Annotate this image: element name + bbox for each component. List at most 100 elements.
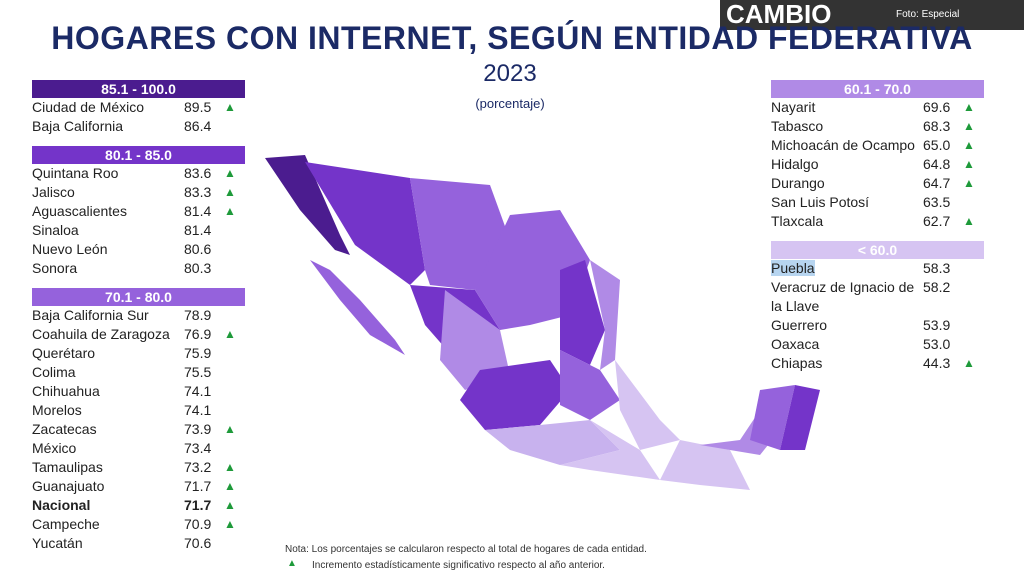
row: Querétaro 75.9: [32, 344, 245, 363]
state-name: Tlaxcala: [771, 212, 923, 231]
state-value: 73.9: [184, 421, 212, 437]
state-value: 81.4: [184, 203, 212, 219]
row: Michoacán de Ocampo 65.0 ▲: [771, 136, 984, 155]
state-label: Morelos: [32, 402, 82, 418]
state-value: 80.3: [184, 260, 212, 276]
state-label: Nuevo León: [32, 241, 108, 257]
row: Veracruz de Ignacio de la Llave 58.2: [771, 278, 984, 316]
state-name: San Luis Potosí: [771, 193, 923, 212]
state-value: 64.8: [923, 156, 951, 172]
state-label: Hidalgo: [771, 156, 819, 172]
significance-marker: ▲: [963, 100, 975, 114]
map-region: [590, 260, 620, 370]
state-label: Zacatecas: [32, 421, 97, 437]
group: 60.1 - 70.0 Nayarit 69.6 ▲ Tabasco 68.3 ▲ Micho…: [771, 80, 984, 231]
legend-text: Incremento estadísticamente significativ…: [312, 560, 605, 571]
significance-marker: ▲: [224, 100, 236, 114]
state-value: 62.7: [923, 213, 951, 229]
state-label: Quintana Roo: [32, 165, 119, 181]
state-label: Chiapas: [771, 355, 823, 371]
row: Campeche 70.9 ▲: [32, 515, 245, 534]
significance-marker: ▲: [963, 138, 975, 152]
map-region: [460, 360, 570, 430]
year: 2023: [483, 60, 537, 87]
group: < 60.0 Puebla 58.3 Veracruz de Ignacio de l…: [771, 241, 984, 373]
group-header: 70.1 - 80.0: [32, 288, 245, 306]
state-label: Tabasco: [771, 118, 824, 134]
row: Guanajuato 71.7 ▲: [32, 477, 245, 496]
state-name: Querétaro: [32, 344, 184, 363]
watermark-bar: CAMBIO Foto: Especial: [720, 0, 1024, 30]
state-label: Veracruz de Ignacio de la Llave: [771, 279, 915, 314]
state-value: 86.4: [184, 118, 212, 134]
row: Nayarit 69.6 ▲: [771, 98, 984, 117]
state-name: Chihuahua: [32, 382, 184, 401]
row: Ciudad de México 89.5 ▲: [32, 98, 245, 117]
state-name: Sonora: [32, 259, 184, 278]
state-label: San Luis Potosí: [771, 194, 870, 210]
significance-marker: ▲: [224, 422, 236, 436]
state-name: México: [32, 439, 184, 458]
row: Coahuila de Zaragoza 76.9 ▲: [32, 325, 245, 344]
significance-marker: ▲: [963, 214, 975, 228]
row: Tlaxcala 62.7 ▲: [771, 212, 984, 231]
state-label: Aguascalientes: [32, 203, 127, 219]
state-value: 80.6: [184, 241, 212, 257]
credit: Foto: Especial: [896, 9, 960, 20]
state-label: Tlaxcala: [771, 213, 824, 229]
state-value: 81.4: [184, 222, 212, 238]
state-name: Michoacán de Ocampo: [771, 136, 923, 155]
state-name: Nayarit: [771, 98, 923, 117]
state-label: Coahuila de Zaragoza: [32, 326, 170, 342]
subtitle: (porcentaje): [475, 96, 545, 111]
row: Sinaloa 81.4: [32, 221, 245, 240]
state-name: Hidalgo: [771, 155, 923, 174]
state-label: Sonora: [32, 260, 78, 276]
state-value: 83.3: [184, 184, 212, 200]
state-label: Sinaloa: [32, 222, 79, 238]
state-value: 71.7: [184, 478, 212, 494]
state-label: Baja California Sur: [32, 307, 149, 323]
state-label: Campeche: [32, 516, 100, 532]
row: Zacatecas 73.9 ▲: [32, 420, 245, 439]
state-value: 78.9: [184, 307, 212, 323]
row: San Luis Potosí 63.5: [771, 193, 984, 212]
group: 85.1 - 100.0 Ciudad de México 89.5 ▲ Baja Ca…: [32, 80, 245, 136]
state-name: Nuevo León: [32, 240, 184, 259]
state-name: Colima: [32, 363, 184, 382]
state-label: Nacional: [32, 497, 91, 513]
significance-marker: ▲: [963, 176, 975, 190]
row: Oaxaca 53.0: [771, 335, 984, 354]
map-region: [485, 420, 620, 465]
significance-marker: ▲: [224, 517, 236, 531]
row: Colima 75.5: [32, 363, 245, 382]
state-label: Nayarit: [771, 99, 816, 115]
state-name: Ciudad de México: [32, 98, 184, 117]
state-value: 70.6: [184, 535, 212, 551]
significance-marker: ▲: [963, 157, 975, 171]
map-region: [615, 360, 680, 450]
state-value: 74.1: [184, 383, 212, 399]
state-name: Oaxaca: [771, 335, 923, 354]
state-value: 71.7: [184, 497, 212, 513]
map-region: [440, 290, 510, 390]
group-header: 85.1 - 100.0: [32, 80, 245, 98]
state-label: Tamaulipas: [32, 459, 103, 475]
state-label: Querétaro: [32, 345, 96, 361]
map-region: [310, 260, 405, 355]
group-header: 80.1 - 85.0: [32, 146, 245, 164]
state-value: 75.5: [184, 364, 212, 380]
row: Hidalgo 64.8 ▲: [771, 155, 984, 174]
row: Durango 64.7 ▲: [771, 174, 984, 193]
state-value: 64.7: [923, 175, 951, 191]
row: Chihuahua 74.1: [32, 382, 245, 401]
group-header: 60.1 - 70.0: [771, 80, 984, 98]
state-name: Veracruz de Ignacio de la Llave: [771, 278, 923, 316]
row: Nacional 71.7 ▲: [32, 496, 245, 515]
state-name: Sinaloa: [32, 221, 184, 240]
state-name: Nacional: [32, 496, 184, 515]
map-region: [560, 350, 620, 420]
map-region: [305, 162, 425, 285]
state-name: Tamaulipas: [32, 458, 184, 477]
